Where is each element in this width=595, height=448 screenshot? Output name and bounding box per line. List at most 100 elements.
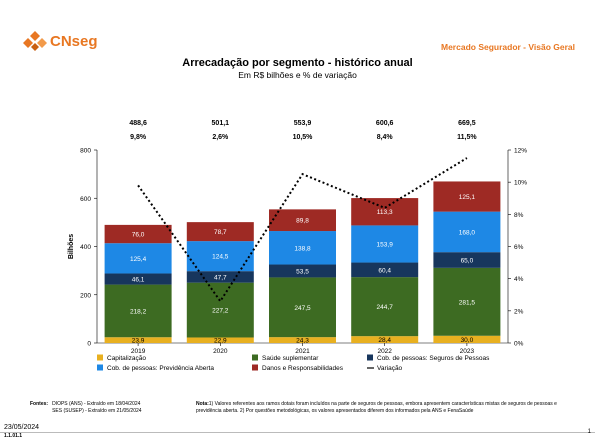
y2-tick-label: 12% (514, 148, 527, 155)
x-tick-label: 2021 (295, 348, 310, 355)
footer-sources: Fontes: DIOPS (ANS) - Extraído em 18/04/… (30, 401, 142, 415)
bar-segment (104, 273, 172, 285)
variation-label: 8,4% (377, 134, 394, 141)
bar-segment (433, 211, 501, 253)
bar-segment (186, 271, 254, 283)
x-tick-label: 2022 (377, 348, 392, 355)
data-label: 23,9 (132, 338, 145, 345)
total-label: 501,1 (212, 120, 230, 127)
bar-segment (351, 262, 419, 278)
cnseg-logo-icon (23, 31, 47, 51)
data-label: 124,5 (212, 254, 229, 261)
page-number: 1 (587, 429, 591, 435)
data-label: 168,0 (459, 229, 476, 236)
variation-label: 2,6% (212, 134, 229, 141)
data-label: 46,1 (132, 277, 145, 284)
bar-segment (351, 277, 419, 337)
variation-label: 11,5% (457, 134, 477, 141)
data-label: 78,7 (214, 229, 227, 236)
data-label: 218,2 (130, 308, 147, 315)
bar-segment (269, 337, 336, 343)
bar-segment (269, 209, 336, 232)
legend-label: Cob. de pessoas: Seguros de Pessoas (377, 355, 490, 362)
y2-tick-label: 0% (514, 341, 524, 348)
data-label: 113,3 (377, 209, 393, 216)
data-label: 138,8 (294, 245, 311, 252)
data-label: 244,7 (377, 304, 394, 311)
bar-segment (351, 336, 419, 343)
total-label: 488,6 (129, 120, 147, 127)
data-label: 65,0 (461, 258, 474, 265)
bar-segment (104, 224, 172, 244)
bar-segment (433, 335, 501, 343)
total-label: 553,9 (294, 120, 312, 127)
legend-swatch (97, 354, 103, 361)
bar-segment (186, 282, 254, 338)
variation-label: 9,8% (130, 134, 147, 141)
report-section-title: Mercado Segurador - Visão Geral (441, 42, 575, 52)
bar-segment (433, 181, 501, 212)
legend-label: Danos e Responsabilidades (262, 365, 344, 372)
legend-label: Cob. de pessoas: Previdência Aberta (107, 365, 214, 372)
bar-segment (104, 284, 172, 338)
bar-segment (269, 264, 336, 278)
bar-segment (433, 267, 501, 336)
report-date: 23/05/2024 (4, 424, 40, 431)
data-label: 247,5 (294, 305, 311, 312)
y-tick-label: 600 (80, 196, 91, 203)
variation-label: 10,5% (293, 134, 314, 141)
data-label: 30,0 (461, 337, 474, 344)
stacked-bar-chart: 0 200 400 600 800 0% 2% 4% 6% 8% 10% 12% Bilhões 23,9… (68, 120, 527, 372)
x-tick-label: 2020 (213, 348, 228, 355)
y2-tick-label: 2% (514, 308, 524, 315)
y-tick-label: 0 (87, 341, 91, 348)
x-tick-label: 2019 (131, 348, 146, 355)
data-label: 22,9 (214, 338, 227, 345)
data-label: 281,5 (459, 299, 476, 306)
bar-segment (433, 252, 501, 268)
total-label: 669,5 (458, 120, 476, 127)
bar-segment (186, 222, 254, 242)
y-axis-label: Bilhões (68, 234, 75, 259)
legend-label: Variação (377, 365, 403, 372)
bar-segment (186, 337, 254, 343)
data-label: 53,5 (296, 268, 309, 275)
note-label: Nota: (196, 401, 209, 407)
note-text: 1) Valores referentes aos ramos dotais f… (196, 401, 557, 414)
variation-line (137, 157, 468, 303)
sources-label: Fontes: (30, 401, 49, 407)
y2-tick-label: 4% (514, 276, 524, 283)
legend-swatch (252, 364, 258, 371)
legend-swatch (97, 364, 103, 371)
bar-segment (351, 198, 419, 226)
data-label: 153,9 (377, 241, 394, 248)
legend-swatch (252, 354, 258, 361)
data-label: 76,0 (132, 232, 145, 239)
y-tick-label: 400 (80, 244, 91, 251)
y-tick-label: 200 (80, 292, 91, 299)
total-label: 600,6 (376, 120, 394, 127)
bar-segment (269, 231, 336, 265)
source-item: SES (SUSEP) - Extraído em 21/05/2024 (52, 408, 142, 414)
data-label: 125,4 (130, 256, 147, 263)
bar-segment (269, 277, 336, 338)
chart-title: Arrecadação por segmento - histórico anu… (182, 57, 413, 69)
y-tick-label: 800 (80, 148, 91, 155)
y2-tick-label: 8% (514, 212, 524, 219)
data-label: 47,7 (214, 274, 227, 281)
y2-tick-label: 10% (514, 180, 527, 187)
data-label: 28,4 (378, 337, 391, 344)
source-item: DIOPS (ANS) - Extraído em 18/04/2024 (52, 401, 141, 407)
footer-note: Nota:1) Valores referentes aos ramos dot… (196, 401, 576, 415)
data-label: 125,1 (459, 194, 476, 201)
brand-logo: CNseg (22, 30, 98, 52)
data-label: 227,2 (212, 308, 229, 315)
data-label: 89,8 (296, 218, 309, 225)
bar-segment (351, 225, 419, 263)
bar-segment (186, 241, 254, 272)
chart-subtitle: Em R$ bilhões e % de variação (238, 70, 357, 80)
legend-label: Saúde suplementar (262, 355, 319, 362)
data-label: 24,3 (296, 338, 309, 345)
report-code: 1.1.01.1 (4, 433, 23, 439)
legend-label: Capitalização (107, 355, 146, 362)
